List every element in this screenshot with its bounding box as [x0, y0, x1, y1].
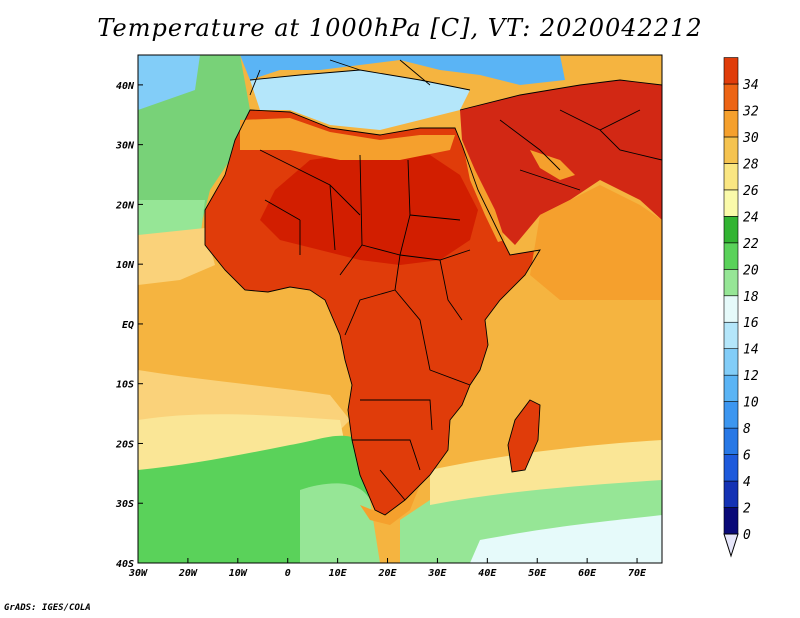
- x-tick-label: 0: [285, 568, 291, 579]
- colorbar-swatch: [723, 268, 739, 297]
- arabian-sea: [530, 185, 662, 300]
- y-tick-label: EQ: [122, 320, 134, 331]
- north-atlantic-lightblue: [138, 55, 200, 110]
- colorbar-swatch: [723, 295, 739, 323]
- colorbar-swatch: [723, 83, 739, 111]
- x-tick-label: 30W: [128, 568, 148, 579]
- mediterranean-sea: [250, 70, 470, 130]
- colorbar-swatch: [723, 374, 739, 402]
- x-tick-label: 10E: [329, 568, 348, 579]
- red-sea: [462, 140, 505, 242]
- colorbar-swatch: [723, 321, 739, 350]
- colorbar-swatch: [723, 216, 739, 244]
- colorbar-swatch: [723, 189, 739, 217]
- tropical-atlantic-cream: [138, 228, 215, 285]
- colorbar-swatch: [723, 110, 739, 138]
- x-tick-label: 20E: [377, 568, 397, 579]
- southern-africa-edge: [360, 485, 420, 525]
- y-tick-label: 10S: [116, 380, 134, 391]
- x-tick-label: 20W: [178, 568, 198, 579]
- colorbar-swatch: [723, 401, 739, 429]
- colorbar-label: 26: [743, 184, 759, 199]
- map-title: Temperature at 1000hPa [C], VT: 20200422…: [97, 14, 703, 42]
- north-africa-gradient: [240, 118, 455, 160]
- map-plot: [138, 55, 662, 563]
- sahara-very-hot: [260, 150, 478, 265]
- plot-frame: [137, 54, 663, 564]
- colorbar-label: 32: [742, 104, 759, 119]
- colorbar-label: 0: [743, 528, 751, 543]
- colorbar-label: 18: [743, 290, 759, 305]
- colorbar-label: 4: [743, 475, 751, 490]
- country-borders: [204, 59, 662, 516]
- x-tick-label: 40E: [478, 568, 497, 579]
- colorbar-label: 8: [743, 422, 751, 437]
- indian-ocean-south-cream: [430, 440, 662, 505]
- europe-cool-region: [240, 55, 565, 85]
- madagascar-land: [508, 400, 540, 472]
- x-tick-label: 10W: [229, 568, 248, 579]
- colorbar-label: 12: [743, 369, 759, 384]
- x-tick-label: 70E: [628, 568, 647, 579]
- footer-credit: GrADS: IGES/COLA: [4, 603, 91, 613]
- colorbar-label: 34: [742, 78, 759, 93]
- colorbar-label: 22: [743, 237, 759, 252]
- colorbar-swatch: [723, 454, 739, 482]
- axis-ticks: 30W 20W 10W 0 10E 20E 30E 40E 50E 60E 70E 40N 30N 20N…: [115, 81, 647, 579]
- colorbar-swatch: [723, 163, 739, 191]
- colorbar-label: 16: [743, 316, 759, 331]
- indian-ocean-south-lightblue: [470, 515, 662, 563]
- north-atlantic-green: [138, 55, 250, 240]
- colorbar-label: 2: [743, 502, 751, 517]
- colorbar-swatch: [723, 57, 739, 85]
- x-tick-label: 60E: [578, 568, 597, 579]
- colorbar-label: 24: [743, 210, 759, 225]
- persian-gulf: [530, 150, 575, 180]
- colorbar-label: 10: [743, 396, 759, 411]
- colorbar-swatch: [723, 136, 739, 164]
- y-tick-label: 30N: [115, 141, 135, 152]
- y-tick-label: 40N: [116, 81, 135, 92]
- y-tick-label: 30S: [115, 499, 134, 510]
- x-tick-label: 30E: [427, 568, 447, 579]
- colorbar-label: 30: [742, 131, 759, 146]
- colorbar-label: 14: [743, 343, 759, 358]
- y-tick-label: 20S: [115, 439, 134, 450]
- colorbar-label: 28: [743, 157, 759, 172]
- y-tick-label: 10N: [116, 260, 135, 271]
- y-tick-label: 20N: [115, 200, 135, 211]
- x-tick-label: 50E: [528, 568, 547, 579]
- south-ocean-band-lightgreen: [300, 483, 380, 563]
- colorbar-bottom-triangle: [723, 533, 739, 558]
- colorbar-swatch: [723, 348, 739, 376]
- colorbar-swatch: [723, 242, 739, 270]
- colorbar-swatch: [723, 507, 739, 535]
- colorbar-label: 20: [743, 263, 759, 278]
- colorbar-swatch: [723, 427, 739, 455]
- colorbar-swatch: [723, 480, 739, 508]
- colorbar-label: 6: [743, 449, 751, 464]
- y-tick-label: 40S: [116, 559, 134, 570]
